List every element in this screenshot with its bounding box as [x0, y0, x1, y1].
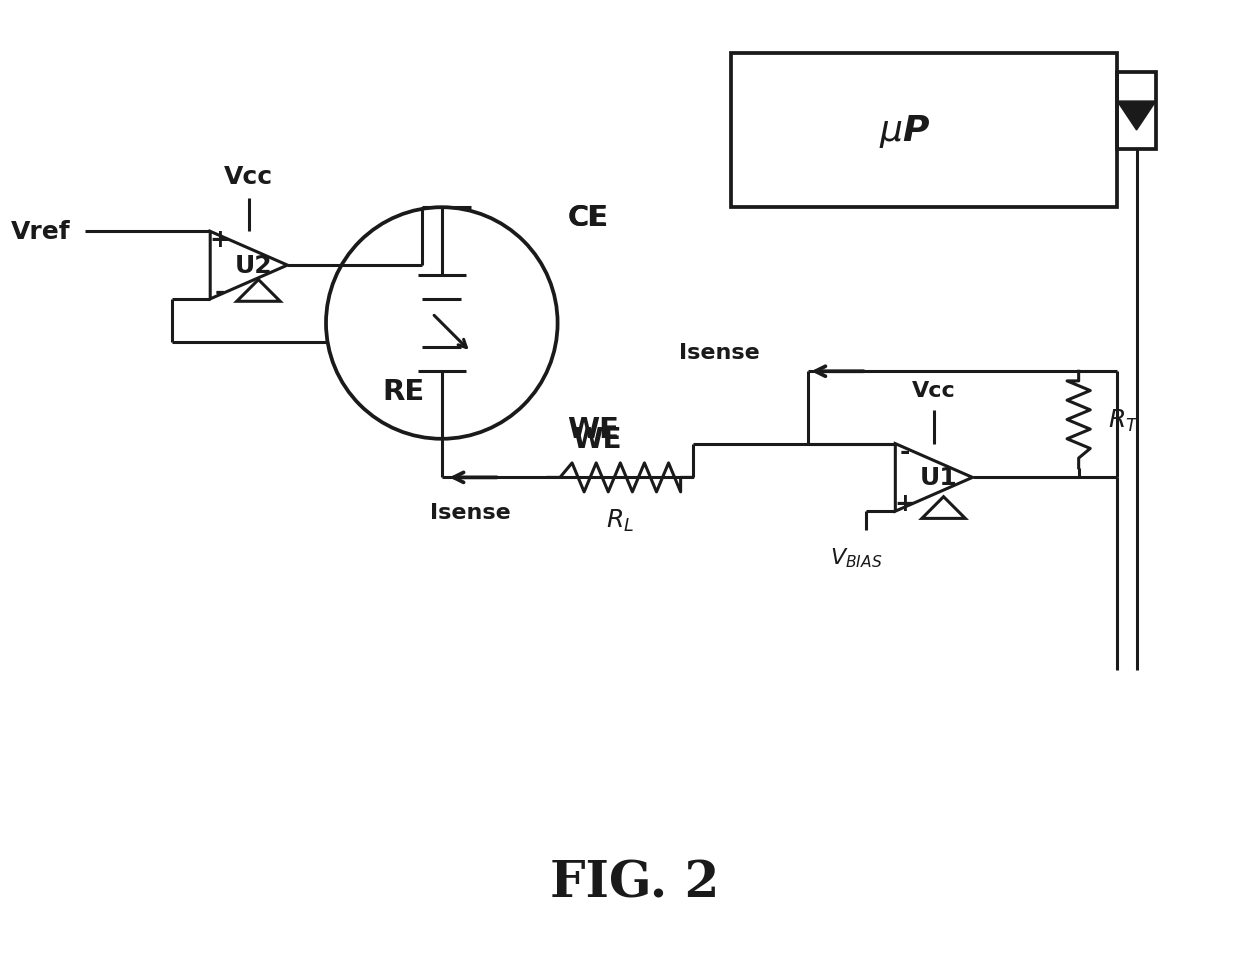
- Text: $\mu$P: $\mu$P: [879, 112, 931, 149]
- Text: U2: U2: [234, 254, 273, 277]
- Text: Vcc: Vcc: [913, 381, 956, 401]
- Text: Vcc: Vcc: [224, 165, 273, 189]
- Text: CE: CE: [567, 203, 609, 232]
- Text: WE: WE: [572, 425, 621, 453]
- Text: -: -: [215, 279, 224, 304]
- Text: WE: WE: [567, 415, 619, 444]
- Text: Vref: Vref: [11, 220, 71, 244]
- Text: +: +: [210, 228, 231, 252]
- Text: $V_{BIAS}$: $V_{BIAS}$: [831, 545, 883, 569]
- Text: CE: CE: [567, 203, 606, 232]
- Text: $R_L$: $R_L$: [606, 507, 635, 533]
- Text: Isense: Isense: [430, 502, 511, 522]
- Text: +: +: [894, 492, 915, 516]
- Text: U1: U1: [920, 466, 957, 489]
- Text: Isense: Isense: [680, 342, 760, 362]
- Text: $R_T$: $R_T$: [1107, 407, 1138, 433]
- Polygon shape: [1117, 102, 1156, 131]
- Text: RE: RE: [382, 377, 424, 405]
- Text: FIG. 2: FIG. 2: [551, 858, 719, 908]
- Text: -: -: [900, 440, 910, 464]
